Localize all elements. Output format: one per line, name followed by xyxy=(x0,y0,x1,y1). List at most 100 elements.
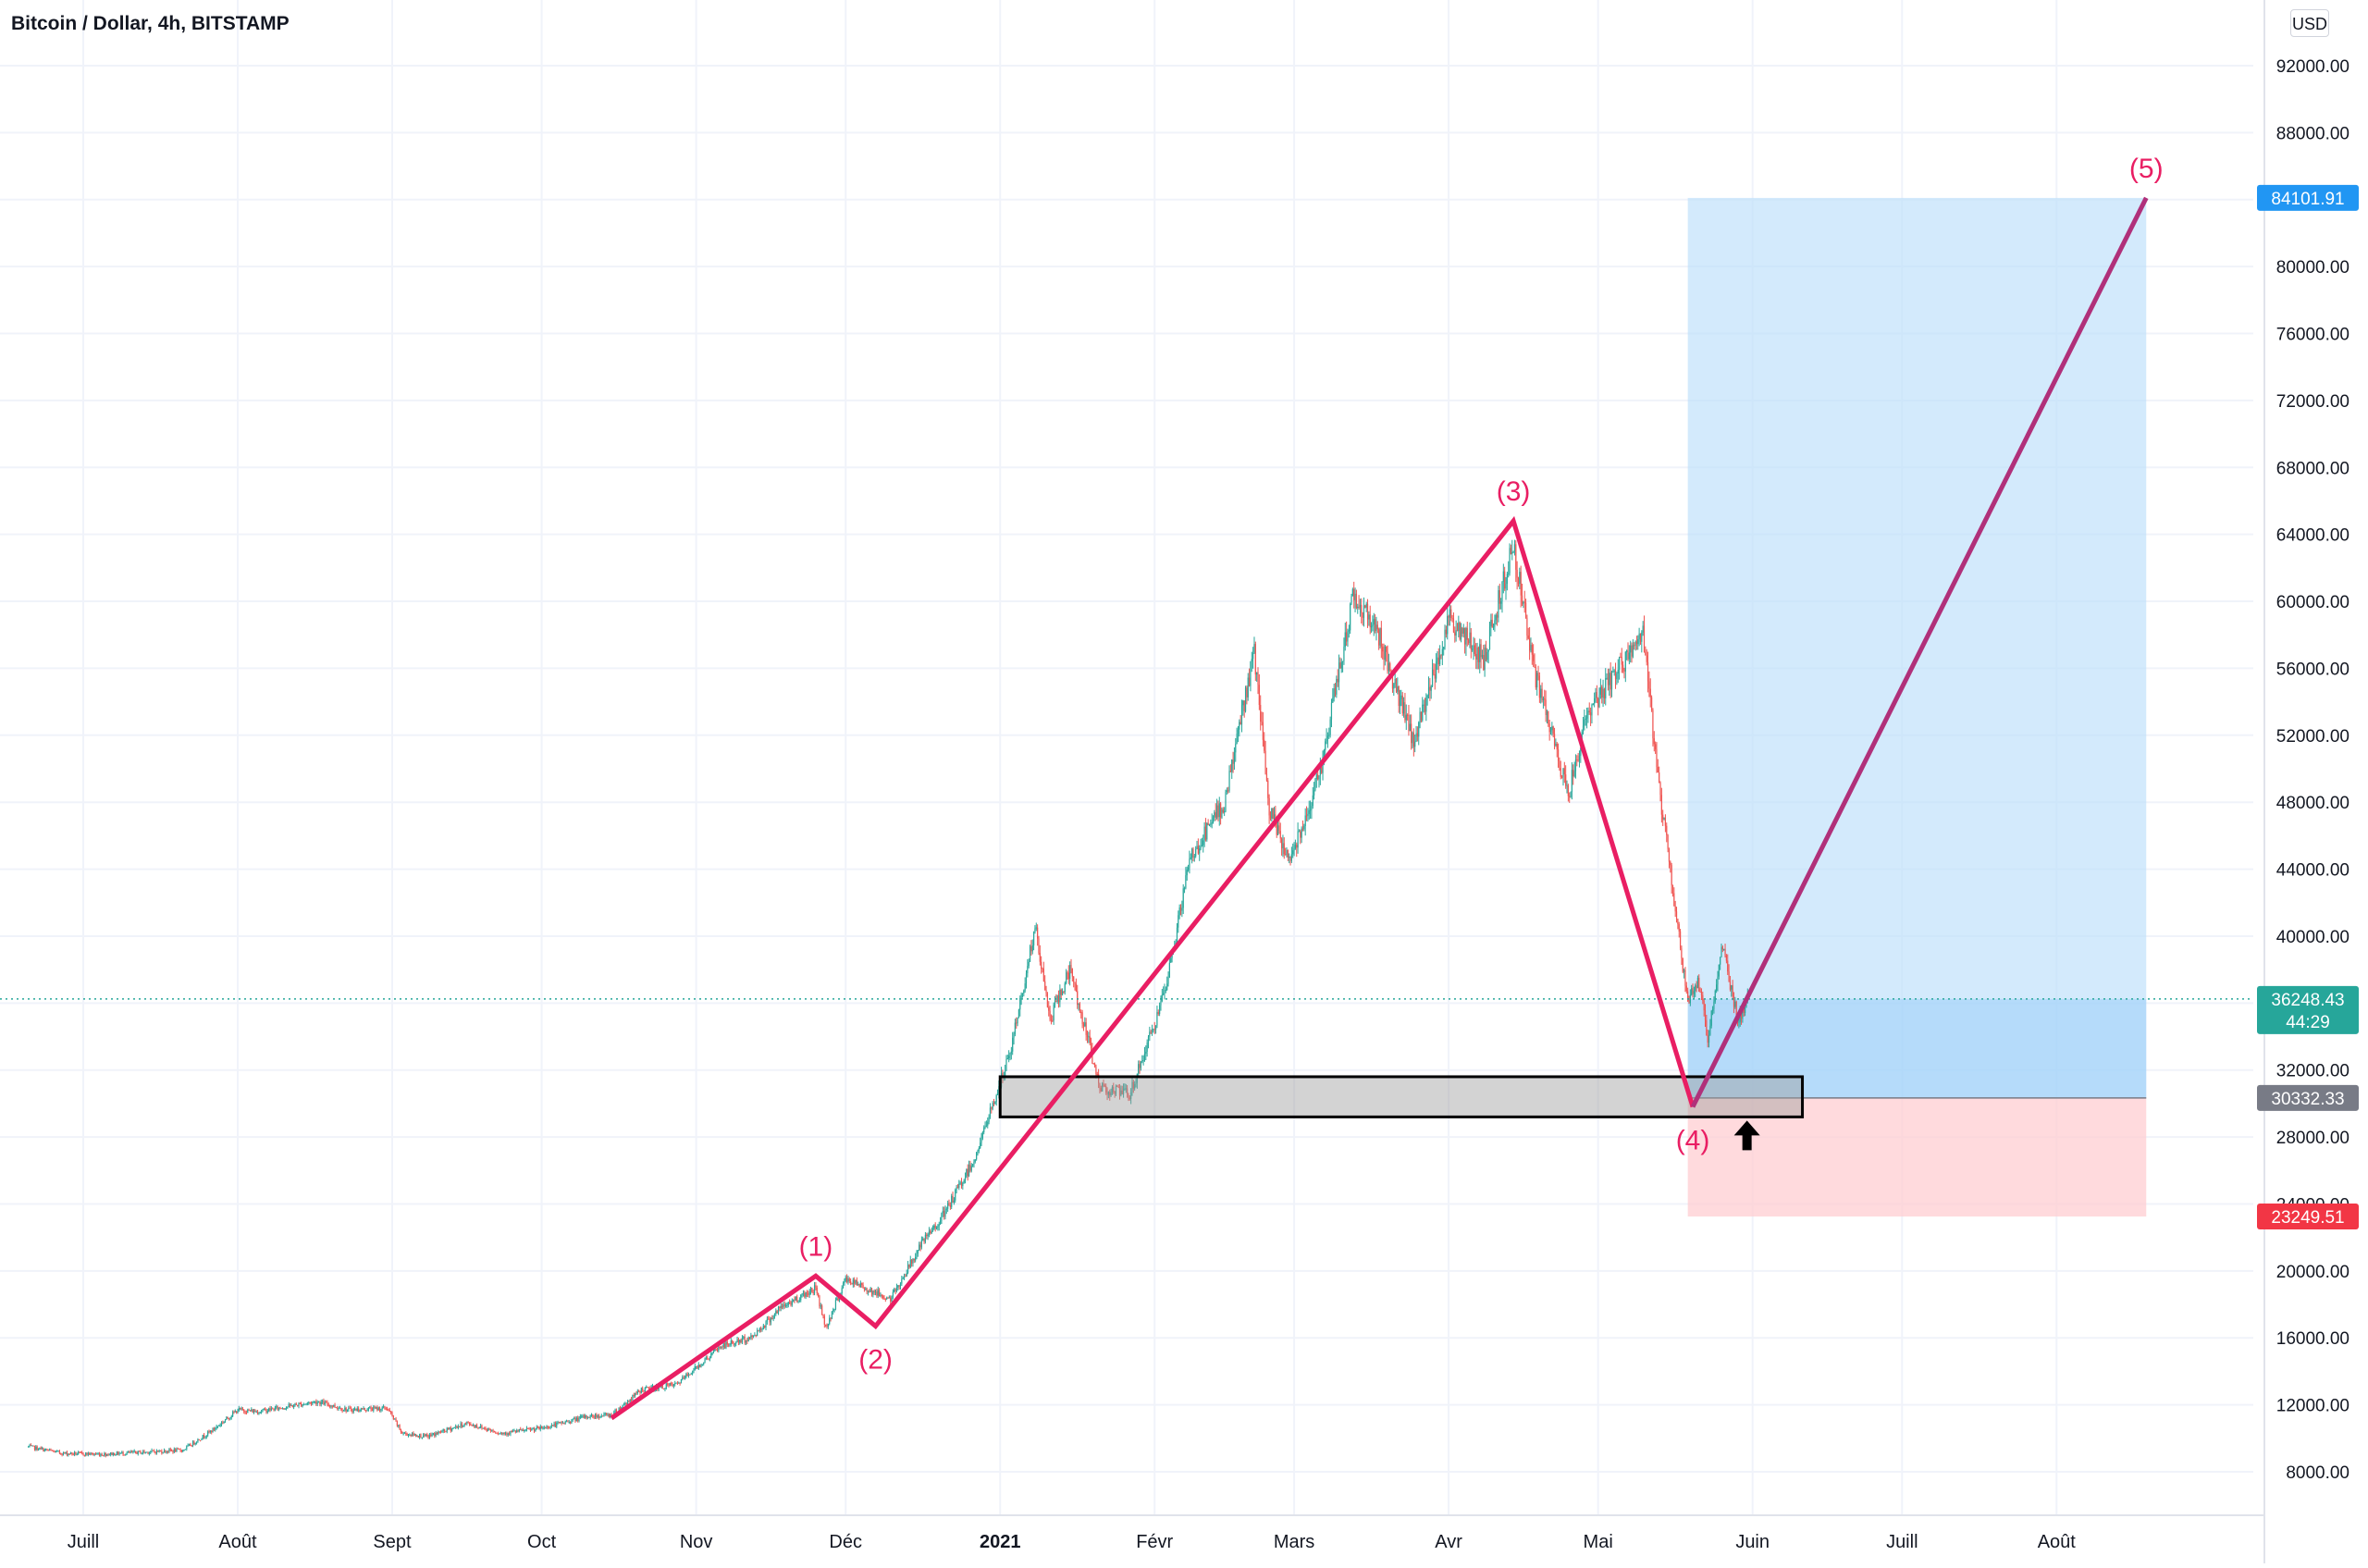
candle-body xyxy=(870,1288,871,1292)
candle-body xyxy=(80,1451,81,1453)
candle-body xyxy=(1536,673,1538,688)
candle-body xyxy=(1573,771,1575,777)
candle-body xyxy=(1170,957,1172,963)
candle-body xyxy=(456,1426,458,1429)
candle-body xyxy=(615,1409,618,1412)
candle-body xyxy=(748,1337,751,1339)
candle-body xyxy=(1052,1019,1054,1021)
candle-body xyxy=(305,1403,307,1405)
candle-body xyxy=(1353,588,1355,600)
candle-body xyxy=(1486,651,1488,661)
candle-body xyxy=(137,1451,139,1454)
candle-body xyxy=(117,1451,119,1455)
candle-body xyxy=(1106,1093,1108,1095)
candle-body xyxy=(926,1234,928,1237)
candle-body xyxy=(241,1408,243,1410)
candle-body xyxy=(302,1404,304,1406)
candle-body xyxy=(1267,780,1269,798)
candle-body xyxy=(39,1447,41,1451)
candle-body xyxy=(1689,994,1691,1004)
candle-body xyxy=(441,1430,443,1433)
candle-body xyxy=(1734,1001,1736,1007)
candle-body xyxy=(43,1449,45,1451)
candle-body xyxy=(712,1351,715,1353)
candle-body xyxy=(672,1384,674,1387)
candle-body xyxy=(1244,687,1247,711)
candle-body xyxy=(869,1290,870,1292)
x-tick-label: Avr xyxy=(1435,1532,1462,1552)
candle-body xyxy=(1264,750,1266,774)
candle-body xyxy=(1477,647,1479,662)
candle-body xyxy=(132,1451,134,1452)
candle-body xyxy=(369,1407,371,1409)
candle-body xyxy=(430,1434,432,1437)
candle-body xyxy=(1524,602,1527,618)
candle-body xyxy=(1422,704,1424,721)
candle-body xyxy=(1085,1022,1087,1035)
candle-body xyxy=(1262,722,1264,740)
candle-body xyxy=(1350,596,1352,604)
candle-body xyxy=(249,1410,252,1412)
candle-body xyxy=(1614,670,1617,680)
candle-body xyxy=(1153,1029,1155,1031)
candle-body xyxy=(661,1384,663,1389)
candle-body xyxy=(173,1449,175,1452)
candle-body xyxy=(60,1452,62,1454)
candle-body xyxy=(1609,673,1610,685)
candle-body xyxy=(863,1288,866,1290)
candle-body xyxy=(293,1405,295,1408)
candle-body xyxy=(1639,633,1642,642)
candle-body xyxy=(1671,865,1672,886)
candle-body xyxy=(951,1195,953,1207)
candle-body xyxy=(704,1358,706,1363)
candle-body xyxy=(968,1164,970,1177)
x-tick-label: Déc xyxy=(829,1532,862,1552)
candle-body xyxy=(887,1297,889,1299)
candle-body xyxy=(107,1454,109,1456)
candle-body xyxy=(1638,633,1640,640)
candle-body xyxy=(919,1244,921,1248)
candle-body xyxy=(61,1453,63,1455)
candle-body xyxy=(1717,976,1719,985)
candle-body xyxy=(1191,848,1193,858)
candle-body xyxy=(1386,646,1388,652)
candle-body xyxy=(901,1278,903,1284)
candle-body xyxy=(708,1358,709,1360)
candle-body xyxy=(1561,776,1563,778)
candle-body xyxy=(1584,719,1585,726)
candle-body xyxy=(1301,828,1304,830)
candle-body xyxy=(1215,812,1216,818)
currency-button[interactable]: USD xyxy=(2290,9,2329,37)
candle-body xyxy=(1663,817,1665,820)
candle-body xyxy=(1684,969,1686,986)
candle-body xyxy=(1018,1009,1020,1018)
candle-body xyxy=(148,1452,150,1454)
candle-body xyxy=(1013,1033,1015,1038)
candle-body xyxy=(621,1407,623,1409)
candle-body xyxy=(897,1285,899,1288)
candle-body xyxy=(802,1292,805,1294)
candle-body xyxy=(1649,688,1651,698)
candle-body xyxy=(1454,632,1456,636)
candle-body xyxy=(1355,593,1358,609)
candle-body xyxy=(776,1311,778,1314)
candle-body xyxy=(1492,626,1495,628)
candle-body xyxy=(1700,992,1703,995)
candle-body xyxy=(1662,814,1664,820)
candle-body xyxy=(642,1388,644,1391)
candle-body xyxy=(1462,627,1464,634)
candle-body xyxy=(331,1405,333,1407)
candle-body xyxy=(374,1406,376,1408)
candle-body xyxy=(1696,978,1699,989)
candle-body xyxy=(172,1450,174,1452)
candle-body xyxy=(773,1314,776,1316)
candle-body xyxy=(1136,1073,1138,1083)
candle-body xyxy=(1414,741,1416,747)
candle-body xyxy=(1023,990,1025,994)
candle-body xyxy=(1441,648,1443,656)
candle-body xyxy=(1650,697,1653,710)
candle-body xyxy=(1580,747,1582,757)
candle-body xyxy=(1698,978,1700,992)
